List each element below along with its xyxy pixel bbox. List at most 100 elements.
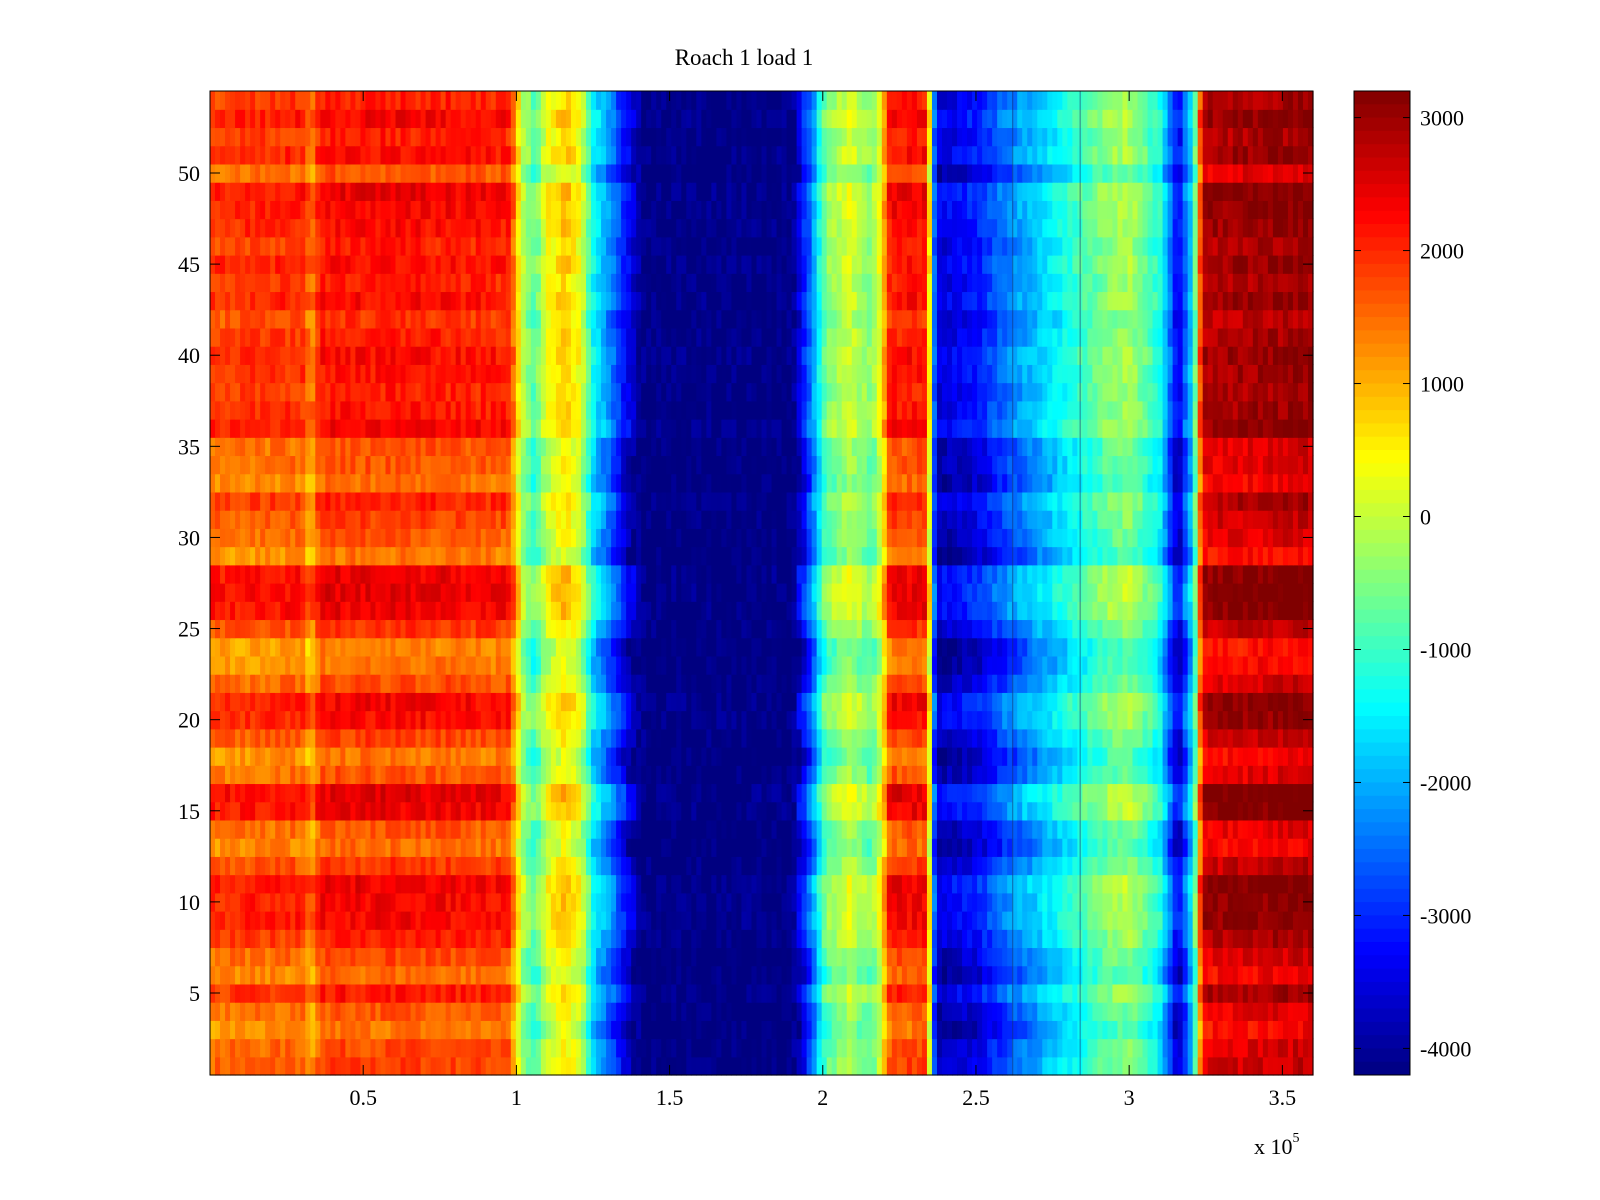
heatmap-cell: [1252, 747, 1259, 766]
heatmap-cell: [1062, 1002, 1068, 1021]
heatmap-cell: [1157, 710, 1164, 730]
heatmap-cell: [425, 710, 432, 730]
heatmap-cell: [906, 1020, 913, 1040]
heatmap-cell: [952, 674, 958, 693]
heatmap-cell: [1262, 1002, 1269, 1021]
heatmap-cell: [430, 1020, 437, 1040]
heatmap-cell: [300, 765, 306, 785]
heatmap-cell: [1257, 892, 1264, 912]
heatmap-cell: [881, 1038, 888, 1058]
heatmap-cell: [701, 692, 707, 712]
heatmap-cell: [375, 728, 382, 748]
heatmap-cell: [611, 911, 617, 930]
heatmap-cell: [230, 874, 236, 894]
heatmap-cell: [916, 674, 923, 693]
heatmap-cell: [931, 1038, 938, 1058]
heatmap-cell: [831, 838, 838, 857]
heatmap-cell: [295, 892, 301, 912]
heatmap-cell: [1207, 783, 1214, 803]
heatmap-cell: [926, 728, 933, 748]
heatmap-cell: [1157, 1038, 1164, 1058]
heatmap-cell: [435, 801, 442, 821]
heatmap-cell: [515, 1020, 522, 1040]
heatmap-cell: [962, 874, 968, 894]
heatmap-cell: [586, 819, 592, 839]
heatmap-cell: [535, 728, 542, 748]
heatmap-cell: [626, 911, 632, 930]
heatmap-cell: [475, 1020, 482, 1040]
heatmap-cell: [1147, 947, 1154, 967]
heatmap-cell: [305, 765, 311, 785]
heatmap-cell: [400, 674, 407, 693]
heatmap-cell: [305, 965, 311, 985]
heatmap-cell: [335, 947, 341, 967]
heatmap-cell: [796, 1056, 803, 1076]
heatmap-cell: [1062, 765, 1068, 785]
heatmap-cell: [651, 783, 657, 803]
heatmap-cell: [1167, 819, 1174, 839]
heatmap-cell: [1157, 911, 1164, 930]
heatmap-cell: [340, 710, 346, 730]
heatmap-cell: [941, 947, 948, 967]
heatmap-cell: [1272, 947, 1279, 967]
heatmap-cell: [591, 1002, 597, 1021]
heatmap-cell: [881, 1020, 888, 1040]
heatmap-cell: [916, 892, 923, 912]
heatmap-cell: [310, 747, 316, 766]
heatmap-cell: [1287, 911, 1294, 930]
heatmap-cell: [1007, 783, 1013, 803]
heatmap-cell: [495, 838, 502, 857]
heatmap-cell: [576, 674, 582, 693]
heatmap-cell: [596, 911, 602, 930]
heatmap-cell: [1207, 892, 1214, 912]
heatmap-cell: [1022, 692, 1028, 712]
heatmap-cell: [1152, 856, 1159, 876]
heatmap-cell: [982, 892, 988, 912]
heatmap-cell: [1142, 1020, 1149, 1040]
heatmap-cell: [606, 947, 612, 967]
heatmap-cell: [335, 783, 341, 803]
heatmap-cell: [992, 819, 998, 839]
heatmap-cell: [1257, 692, 1264, 712]
heatmap-cell: [1072, 674, 1078, 693]
heatmap-cell: [1222, 911, 1229, 930]
heatmap-cell: [761, 801, 768, 821]
heatmap-cell: [871, 1056, 878, 1076]
heatmap-cell: [1147, 1020, 1154, 1040]
heatmap-cell: [225, 747, 231, 766]
heatmap-cell: [535, 710, 542, 730]
heatmap-cell: [957, 692, 963, 712]
heatmap-cell: [1007, 838, 1013, 857]
heatmap-cell: [435, 838, 442, 857]
heatmap-cell: [395, 1056, 402, 1076]
heatmap-cell: [741, 692, 748, 712]
heatmap-cell: [771, 1038, 778, 1058]
heatmap-cell: [490, 655, 497, 675]
heatmap-cell: [1007, 929, 1013, 949]
heatmap-cell: [1022, 674, 1028, 693]
heatmap-cell: [430, 674, 437, 693]
heatmap-cell: [741, 874, 748, 894]
heatmap-cell: [706, 983, 712, 1003]
heatmap-cell: [876, 1038, 883, 1058]
heatmap-cell: [921, 838, 928, 857]
heatmap-cell: [962, 710, 968, 730]
heatmap-cell: [987, 801, 993, 821]
heatmap-cell: [1117, 692, 1124, 712]
heatmap-cell: [470, 947, 477, 967]
heatmap-cell: [876, 747, 883, 766]
heatmap-cell: [1062, 947, 1068, 967]
heatmap-cell: [831, 692, 838, 712]
heatmap-cell: [1002, 801, 1008, 821]
heatmap-cell: [1042, 710, 1048, 730]
heatmap-cell: [641, 1020, 647, 1040]
heatmap-cell: [1057, 1020, 1063, 1040]
heatmap-cell: [1272, 965, 1279, 985]
heatmap-cell: [626, 765, 632, 785]
heatmap-cell: [906, 1056, 913, 1076]
heatmap-cell: [480, 838, 487, 857]
heatmap-cell: [646, 1002, 652, 1021]
heatmap-cell: [1102, 856, 1109, 876]
heatmap-cell: [1182, 965, 1189, 985]
heatmap-cell: [711, 1038, 717, 1058]
